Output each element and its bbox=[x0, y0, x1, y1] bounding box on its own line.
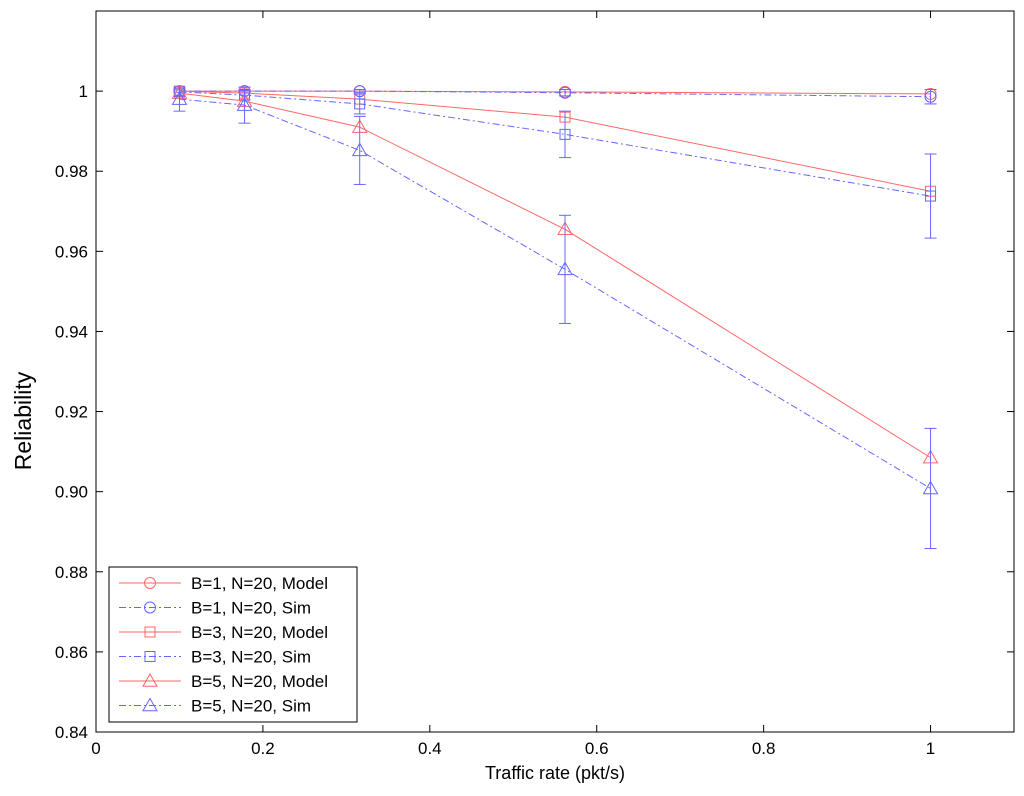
y-tick-label: 0.92 bbox=[55, 403, 88, 422]
data-point bbox=[557, 261, 573, 276]
data-point bbox=[351, 142, 368, 157]
legend-marker bbox=[144, 651, 156, 662]
legend-label: B=5, N=20, Model bbox=[191, 672, 328, 691]
legend-marker bbox=[142, 672, 158, 687]
plot-area bbox=[95, 10, 1015, 733]
x-tick-label: 0.2 bbox=[251, 739, 275, 758]
series-layer bbox=[171, 85, 939, 550]
data-point bbox=[559, 128, 571, 140]
series-line bbox=[179, 90, 931, 192]
legend-label: B=3, N=20, Sim bbox=[191, 648, 311, 667]
legend-label: B=1, N=20, Sim bbox=[191, 599, 311, 618]
y-tick-label: 0.86 bbox=[55, 643, 88, 662]
legend-marker bbox=[144, 601, 156, 614]
legend-item: B=5, N=20, Sim bbox=[119, 697, 311, 716]
series-line bbox=[179, 98, 931, 489]
legend-marker bbox=[144, 626, 156, 638]
legend-item: B=3, N=20, Sim bbox=[119, 648, 311, 667]
y-tick-label: 1 bbox=[79, 82, 88, 101]
series-2 bbox=[173, 85, 937, 105]
y-tick-label: 0.98 bbox=[55, 162, 88, 181]
data-point bbox=[922, 480, 939, 495]
x-tick-label: 0.6 bbox=[585, 739, 609, 758]
legend-marker bbox=[144, 577, 156, 589]
legend-item: B=1, N=20, Sim bbox=[119, 599, 311, 618]
y-axis-title: Reliability bbox=[10, 371, 36, 470]
legend-label: B=3, N=20, Model bbox=[191, 623, 328, 642]
data-point bbox=[354, 98, 366, 110]
x-tick-label: 0 bbox=[91, 739, 100, 758]
x-tick-label: 0.4 bbox=[418, 739, 442, 758]
x-tick-label: 1 bbox=[926, 739, 935, 758]
legend-label: B=5, N=20, Sim bbox=[191, 697, 311, 716]
series-5 bbox=[171, 85, 939, 464]
series-line bbox=[179, 92, 931, 459]
x-axis-title: Traffic rate (pkt/s) bbox=[485, 763, 625, 783]
legend-item: B=1, N=20, Model bbox=[119, 574, 328, 593]
legend-label: B=1, N=20, Model bbox=[191, 574, 328, 593]
x-tick-label: 0.8 bbox=[752, 739, 776, 758]
y-tick-label: 0.88 bbox=[55, 563, 88, 582]
legend-item: B=3, N=20, Model bbox=[119, 623, 328, 642]
legend-box bbox=[108, 566, 358, 723]
y-tick-label: 0.84 bbox=[55, 723, 88, 742]
series-line bbox=[179, 91, 931, 197]
legend: B=1, N=20, Model B=1, N=20, Sim B=3, N=20,… bbox=[108, 566, 358, 723]
series-3 bbox=[173, 85, 937, 197]
axes: 0 0.2 0.4 0.6 0.8 1 0.84 0.86 0.88 0.90 0.92 0.94 0.… bbox=[55, 11, 1014, 758]
series-6 bbox=[171, 86, 939, 550]
series-4 bbox=[173, 86, 937, 239]
data-point bbox=[171, 91, 188, 105]
data-point bbox=[924, 90, 937, 103]
legend-item: B=5, N=20, Model bbox=[119, 672, 328, 691]
data-point bbox=[925, 190, 937, 202]
y-tick-label: 0.96 bbox=[55, 242, 88, 261]
y-tick-label: 0.94 bbox=[55, 322, 88, 341]
data-point bbox=[236, 97, 253, 111]
y-tick-label: 0.90 bbox=[55, 483, 88, 502]
data-point bbox=[559, 86, 572, 99]
legend-marker bbox=[142, 697, 158, 712]
